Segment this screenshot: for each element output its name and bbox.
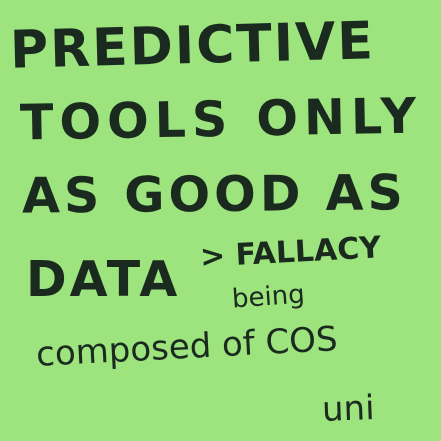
note-line-1: PREDICTIVE bbox=[9, 11, 376, 81]
note-line-5: > FALLACY bbox=[199, 230, 382, 275]
note-line-4: DATA bbox=[26, 251, 181, 308]
note-line-7: composed of COS bbox=[35, 319, 339, 375]
note-line-2: TOOLS ONLY bbox=[19, 87, 423, 152]
note-line-8: uni bbox=[321, 388, 376, 430]
note-line-6: being bbox=[231, 279, 306, 315]
note-line-3: AS GOOD AS bbox=[21, 164, 407, 225]
